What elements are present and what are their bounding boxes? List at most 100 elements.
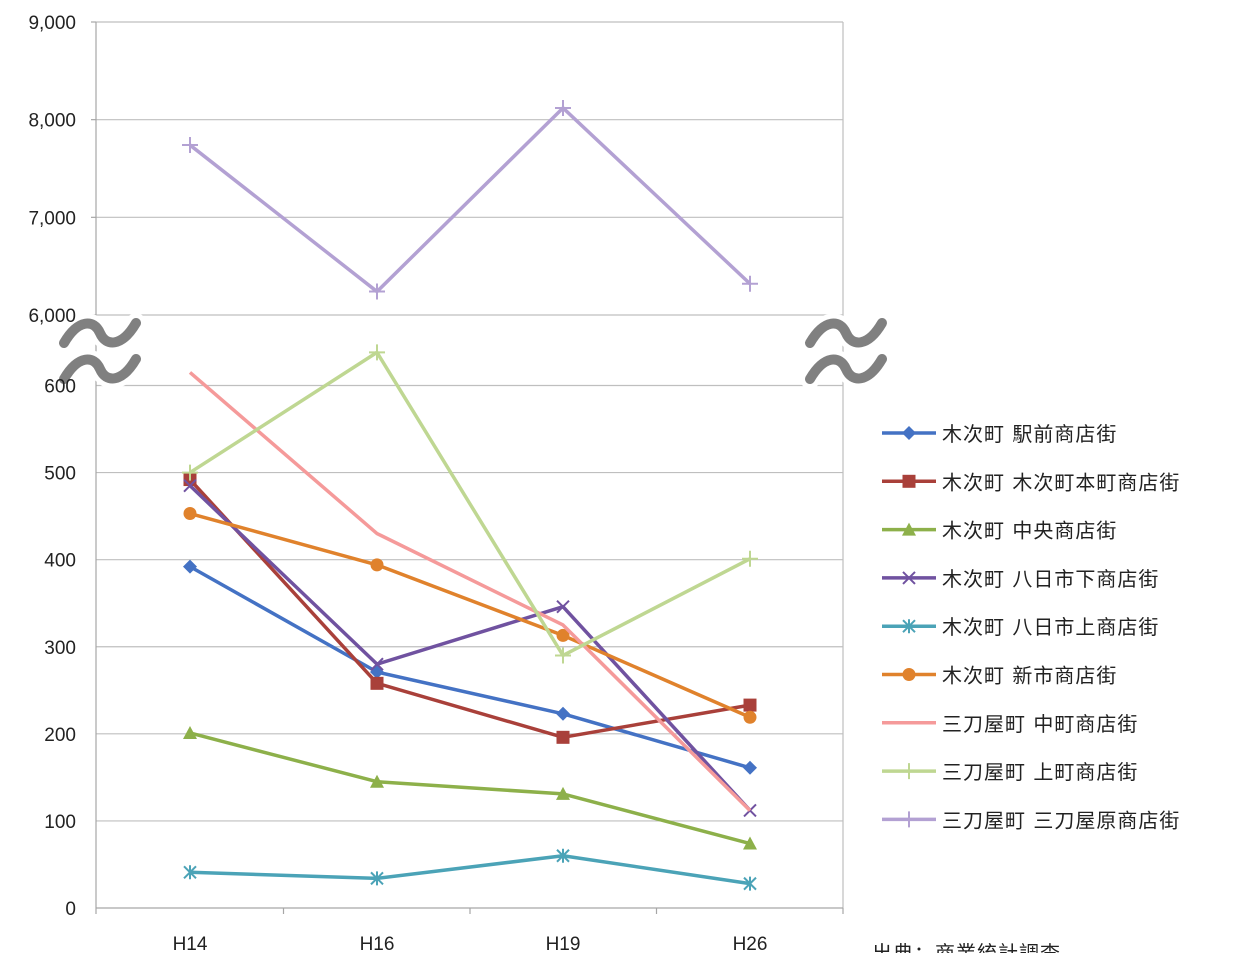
- series-9: [182, 99, 758, 300]
- break-stroke: [59, 354, 141, 384]
- x-tick-label: H16: [360, 934, 395, 953]
- legend-item: 三刀屋町 上町商店街: [882, 760, 1138, 784]
- series-8: [182, 344, 758, 664]
- break-stroke: [59, 318, 141, 348]
- legend-label: 三刀屋町 上町商店街: [942, 760, 1138, 784]
- x-tick-label: H19: [546, 934, 581, 953]
- series-2: [183, 473, 757, 744]
- series-5: [183, 848, 757, 891]
- series-line: [189, 350, 751, 658]
- series-3: [183, 725, 757, 850]
- data-point: [742, 550, 758, 567]
- data-point: [370, 657, 384, 671]
- data-point: [555, 647, 571, 664]
- series-6: [183, 507, 757, 724]
- legend-label: 木次町 木次町本町商店街: [942, 470, 1180, 494]
- data-point: [183, 725, 197, 739]
- data-point: [742, 275, 758, 292]
- data-point: [369, 283, 385, 300]
- legend-label: 三刀屋町 三刀屋原商店街: [942, 808, 1180, 832]
- series-line: [188, 478, 751, 740]
- series-line: [189, 565, 751, 770]
- legend-item: 木次町 新市商店街: [882, 664, 1117, 688]
- legend-item: 三刀屋町 三刀屋原商店街: [882, 808, 1180, 832]
- data-point: [183, 507, 197, 521]
- legend-label: 木次町 新市商店街: [942, 664, 1117, 688]
- data-point: [369, 344, 385, 361]
- gridlines: [96, 21, 843, 822]
- x-tick-label: H26: [733, 934, 768, 953]
- data-point: [902, 474, 916, 488]
- series-line: [189, 854, 751, 886]
- data-point: [182, 464, 198, 481]
- data-point: [902, 571, 916, 585]
- legend-item: 木次町 八日市下商店街: [882, 567, 1159, 591]
- y-tick-label: 8,000: [28, 111, 76, 132]
- series-1: [183, 559, 757, 775]
- legend-label: 木次町 八日市下商店街: [942, 567, 1159, 591]
- y-tick-label: 7,000: [28, 208, 76, 229]
- legend-item: 木次町 八日市上商店街: [882, 615, 1159, 639]
- legend-item: 木次町 中央商店街: [882, 519, 1117, 543]
- data-point: [902, 668, 916, 681]
- y-tick-label: 6,000: [28, 306, 76, 327]
- data-point: [743, 698, 757, 712]
- data-point: [902, 426, 916, 440]
- data-point: [901, 811, 917, 828]
- data-point: [556, 786, 570, 800]
- data-point: [370, 676, 384, 690]
- data-point: [555, 99, 571, 116]
- data-point: [556, 848, 570, 863]
- source-note: 出典：商業統計調査: [872, 941, 1061, 953]
- y-tick-label: 400: [44, 551, 76, 572]
- break-stroke: [805, 354, 887, 384]
- series-7: [188, 371, 752, 812]
- series-line: [188, 484, 752, 812]
- series-line: [188, 106, 752, 294]
- series-lines: [182, 99, 758, 891]
- axis-break-marks: [54, 313, 892, 389]
- data-point: [370, 871, 384, 886]
- data-point: [902, 619, 916, 634]
- y-tick-label: 500: [44, 464, 76, 485]
- y-tick-label: 0: [65, 899, 76, 920]
- data-point: [183, 559, 197, 574]
- legend-item: 木次町 駅前商店街: [882, 422, 1117, 446]
- y-tick-label: 100: [44, 812, 76, 833]
- axes: [91, 21, 844, 914]
- legend-label: 木次町 駅前商店街: [942, 422, 1117, 446]
- data-point: [370, 558, 384, 572]
- axis-break-left: [54, 313, 146, 389]
- data-point: [556, 599, 570, 614]
- y-tick-label: 200: [44, 725, 76, 746]
- legend-item: 木次町 木次町本町商店街: [882, 470, 1180, 494]
- data-point: [743, 760, 757, 775]
- data-point: [183, 478, 197, 493]
- legend-item: 三刀屋町 中町商店街: [882, 712, 1137, 736]
- break-stroke: [805, 318, 887, 348]
- x-tick-label: H14: [173, 934, 208, 953]
- data-point: [556, 706, 570, 721]
- data-point: [743, 710, 757, 724]
- y-tick-label: 9,000: [28, 13, 76, 34]
- data-point: [902, 522, 916, 536]
- series-line: [189, 731, 751, 846]
- y-tick-label: 300: [44, 638, 76, 659]
- data-point: [182, 137, 198, 154]
- data-point: [743, 876, 757, 891]
- data-point: [556, 628, 570, 642]
- tick-labels: 9,000 8,000 7,000 6,000 600 500 400 300 200 100 0 H…: [28, 13, 767, 953]
- axis-break-right: [800, 313, 892, 389]
- data-point: [901, 763, 917, 780]
- data-point: [556, 730, 570, 744]
- data-point: [183, 865, 197, 880]
- legend-label: 木次町 八日市上商店街: [942, 615, 1159, 639]
- data-point: [743, 836, 757, 850]
- series-line: [189, 511, 751, 719]
- legend-label: 木次町 中央商店街: [942, 519, 1117, 543]
- series-4: [183, 478, 757, 818]
- y-tick-label: 600: [44, 377, 76, 398]
- data-point: [370, 774, 384, 788]
